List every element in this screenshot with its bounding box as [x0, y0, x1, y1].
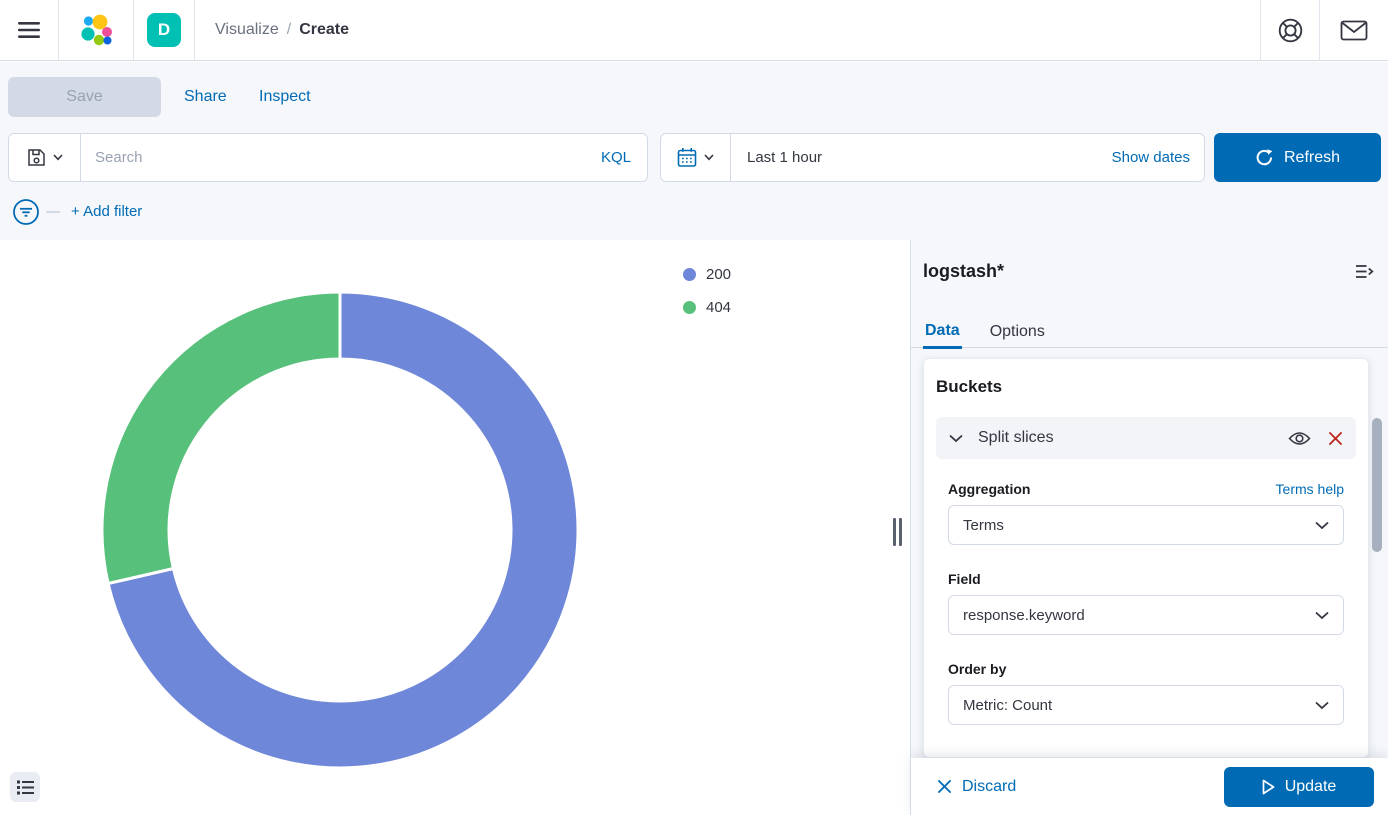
toggle-visibility-button[interactable] [1288, 431, 1311, 446]
data-config-panel: logstash* Data Options Buckets Split sli… [910, 240, 1388, 815]
chevron-down-icon [949, 434, 963, 442]
search-input[interactable] [81, 134, 601, 181]
order-by-select[interactable]: Metric: Count [948, 685, 1344, 725]
saved-query-button[interactable] [9, 134, 81, 181]
split-slices-label: Split slices [978, 429, 1054, 446]
header-divider [133, 0, 134, 61]
legend-dot [683, 268, 696, 281]
panel-scrollbar[interactable] [1372, 418, 1382, 552]
space-selector[interactable]: D [134, 0, 194, 61]
panel-footer: Discard Update [911, 758, 1388, 815]
close-icon [938, 780, 951, 793]
space-badge: D [147, 13, 181, 47]
panel-resize-handle[interactable] [893, 518, 903, 546]
field-value: response.keyword [963, 606, 1085, 624]
tab-options[interactable]: Options [988, 316, 1047, 347]
field-label: Field [948, 571, 981, 587]
donut-chart [100, 290, 580, 770]
chevron-down-icon [52, 154, 63, 161]
list-icon [16, 780, 34, 794]
aggregation-value: Terms [963, 516, 1004, 534]
update-label: Update [1284, 777, 1337, 795]
visualization-area: 200 404 [0, 240, 910, 815]
menu-button[interactable] [0, 0, 58, 61]
collapse-panel-button[interactable] [1355, 263, 1374, 283]
legend-item-200[interactable]: 200 [683, 266, 731, 283]
menu-right-icon [1356, 265, 1374, 278]
terms-help-link[interactable]: Terms help [1275, 481, 1344, 497]
date-picker-button[interactable] [661, 134, 731, 181]
add-filter-button[interactable]: + Add filter [71, 203, 143, 220]
buckets-heading: Buckets [936, 377, 1003, 396]
aggregation-field-group: Aggregation Terms help Terms [948, 481, 1344, 545]
legend-label: 404 [706, 299, 732, 316]
filter-menu-button[interactable] [12, 198, 40, 226]
split-slices-row[interactable]: Split slices [936, 417, 1356, 459]
aggregation-label: Aggregation [948, 481, 1031, 497]
help-button[interactable] [1261, 0, 1319, 61]
breadcrumb: Visualize / Create [215, 21, 349, 39]
legend-dot [683, 301, 696, 314]
refresh-icon [1256, 149, 1273, 166]
header-divider [1319, 0, 1320, 61]
global-header: D Visualize / Create [0, 0, 1388, 61]
save-button[interactable]: Save [8, 77, 161, 117]
aggregation-select[interactable]: Terms [948, 505, 1344, 545]
toolbar-strip: Save Share Inspect KQL [0, 62, 1388, 240]
inspect-button[interactable]: Inspect [259, 88, 311, 105]
lifebuoy-icon [1278, 18, 1302, 42]
order-by-label: Order by [948, 661, 1007, 677]
chevron-down-icon [1315, 521, 1329, 529]
discard-button[interactable]: Discard [937, 778, 1016, 796]
pie-slice-200[interactable] [106, 290, 580, 770]
field-select[interactable]: response.keyword [948, 595, 1344, 635]
order-by-value: Metric: Count [963, 696, 1053, 714]
chevron-down-icon [1315, 611, 1329, 619]
pie-slice-404[interactable] [100, 290, 342, 586]
order-by-field-group: Order by Metric: Count [948, 661, 1344, 725]
elastic-logo[interactable] [59, 0, 133, 61]
newsfeed-button[interactable] [1320, 0, 1388, 61]
chevron-down-icon [1315, 701, 1329, 709]
header-divider [58, 0, 59, 61]
floppy-icon [27, 149, 45, 166]
play-icon [1262, 779, 1275, 794]
header-divider [1260, 0, 1261, 61]
buckets-card: Buckets Split slices Agg [923, 358, 1369, 758]
hamburger-icon [18, 22, 40, 38]
header-divider [194, 0, 195, 61]
mail-icon [1340, 20, 1368, 40]
breadcrumb-separator: / [286, 21, 292, 38]
kql-language-button[interactable]: KQL [600, 149, 631, 166]
filter-divider [46, 211, 60, 213]
tab-data[interactable]: Data [923, 316, 962, 349]
elastic-logo-icon [81, 14, 112, 46]
panel-tabs: Data Options [911, 316, 1388, 349]
update-button[interactable]: Update [1224, 766, 1374, 807]
eye-icon [1288, 431, 1311, 445]
refresh-button[interactable]: Refresh [1214, 133, 1381, 182]
discard-label: Discard [962, 777, 1017, 795]
query-bar: KQL [8, 133, 648, 182]
filter-icon [13, 199, 39, 225]
show-dates-button[interactable]: Show dates [1111, 149, 1190, 166]
breadcrumb-visualize[interactable]: Visualize [215, 21, 279, 38]
time-picker: Last 1 hour Show dates [660, 133, 1205, 182]
chevron-down-icon [704, 154, 714, 161]
time-range-value[interactable]: Last 1 hour [747, 149, 823, 166]
legend-toggle-button[interactable] [10, 772, 40, 802]
close-icon [1329, 431, 1342, 445]
refresh-label: Refresh [1283, 148, 1341, 166]
field-field-group: Field response.keyword [948, 571, 1344, 635]
legend-label: 200 [706, 266, 732, 283]
index-pattern-title: logstash* [923, 261, 1005, 281]
breadcrumb-create: Create [299, 21, 350, 38]
calendar-icon [677, 148, 697, 167]
legend-item-404[interactable]: 404 [683, 299, 731, 316]
remove-bucket-button[interactable] [1328, 431, 1343, 446]
share-button[interactable]: Share [184, 88, 227, 105]
